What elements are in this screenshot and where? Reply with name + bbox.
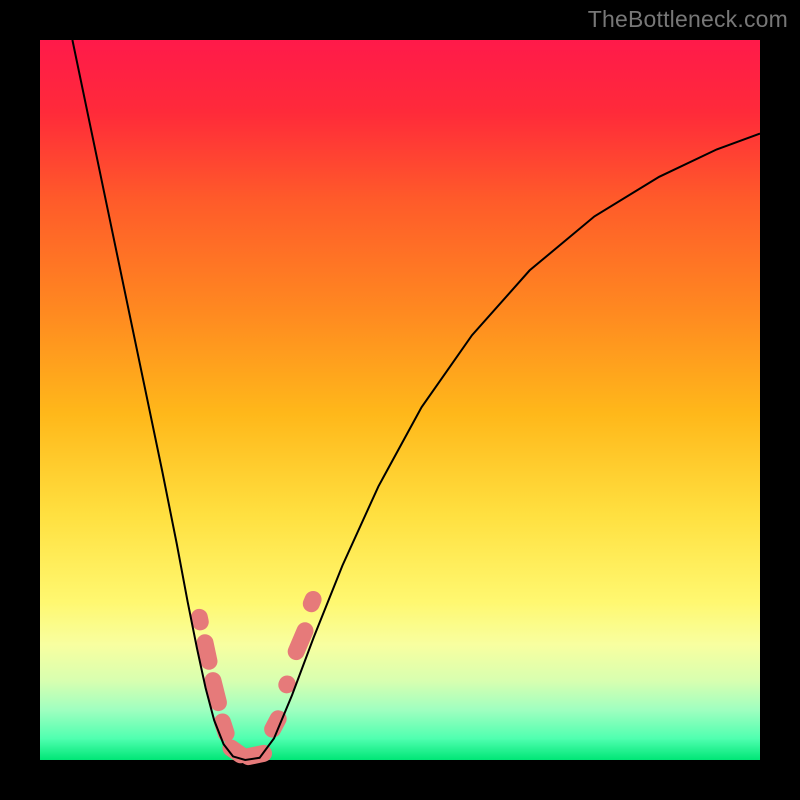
bottleneck-curve — [72, 40, 760, 760]
curve-marker — [212, 711, 237, 744]
watermark-text: TheBottleneck.com — [588, 6, 788, 33]
marker-group — [189, 588, 324, 766]
curve-marker — [300, 588, 324, 615]
plot-area — [40, 40, 760, 760]
outer-frame: TheBottleneck.com — [0, 0, 800, 800]
curve-layer — [40, 40, 760, 760]
